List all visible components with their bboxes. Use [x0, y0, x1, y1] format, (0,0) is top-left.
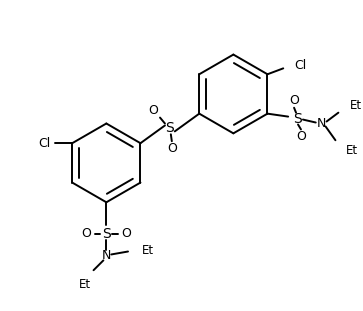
Text: S: S: [166, 121, 174, 135]
Text: O: O: [82, 227, 91, 240]
Text: Cl: Cl: [294, 59, 306, 72]
Text: O: O: [289, 94, 299, 107]
Text: S: S: [293, 112, 301, 126]
Text: Et: Et: [350, 99, 362, 112]
Text: O: O: [121, 227, 131, 240]
Text: O: O: [296, 130, 306, 143]
Text: Et: Et: [142, 244, 154, 257]
Text: N: N: [317, 117, 326, 130]
Text: O: O: [148, 104, 158, 117]
Text: N: N: [102, 249, 111, 262]
Text: Et: Et: [346, 144, 358, 156]
Text: O: O: [167, 142, 177, 155]
Text: S: S: [102, 227, 111, 241]
Text: Et: Et: [79, 278, 91, 291]
Text: Cl: Cl: [38, 137, 51, 150]
